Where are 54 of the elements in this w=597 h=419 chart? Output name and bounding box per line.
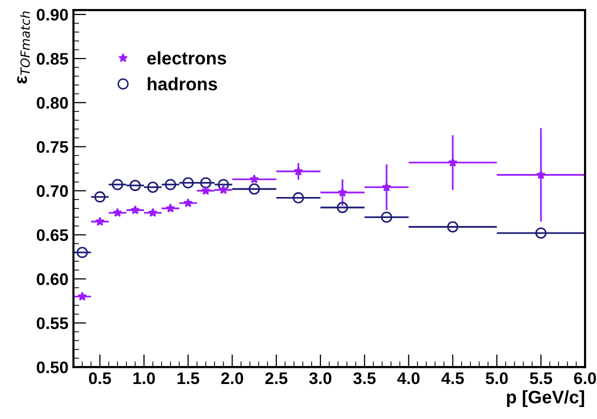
point: [380, 212, 392, 223]
y-tick-label: 0.50: [36, 361, 68, 374]
point: [130, 180, 141, 192]
point: [294, 166, 304, 176]
point: [183, 198, 193, 208]
point: [147, 182, 158, 193]
point: [447, 221, 458, 233]
y-tick-label: 0.75: [36, 141, 68, 153]
point: [182, 177, 194, 188]
point: [95, 216, 105, 226]
point: [336, 202, 348, 214]
point: [218, 184, 228, 194]
y-tick-label: 0.90: [36, 8, 68, 21]
point: [94, 191, 106, 203]
point: [248, 183, 260, 195]
x-tick-label: 6.0: [574, 372, 596, 384]
point: [130, 205, 140, 214]
x-tick-label: 5.0: [486, 372, 508, 384]
point: [250, 174, 259, 184]
x-tick-label: 4.5: [441, 372, 464, 384]
y-tick-label: 0.60: [36, 273, 68, 286]
x-tick-label: 2.5: [265, 372, 288, 384]
point: [536, 170, 546, 180]
x-tick-label: 5.5: [530, 372, 552, 384]
point: [338, 188, 348, 197]
y-tick-label: 0.55: [36, 317, 68, 330]
y-tick-label: 0.85: [36, 52, 68, 65]
x-tick-label: 3.5: [353, 372, 376, 384]
point: [292, 192, 304, 204]
x-tick-label: 0.5: [88, 372, 112, 384]
point: [112, 208, 122, 217]
point: [535, 227, 547, 239]
point: [78, 292, 87, 301]
legend-label: hadrons: [148, 77, 218, 90]
point: [382, 182, 392, 192]
point: [76, 246, 88, 258]
y-tick-label: 0.65: [36, 229, 68, 242]
point: [148, 208, 158, 217]
x-axis-title: p [GeV/c]: [507, 390, 584, 408]
x-tick-label: 1.0: [133, 372, 155, 384]
point: [200, 177, 212, 188]
x-tick-label: 1.5: [178, 372, 200, 384]
point: [166, 203, 176, 213]
point: [448, 158, 458, 167]
y-axis-title: ε$_{TOFmatch}$: [17, 11, 30, 84]
y-tick-label: 0.80: [36, 97, 68, 109]
x-tick-label: 3.0: [309, 372, 332, 384]
x-tick-label: 4.0: [397, 372, 420, 384]
legend-label: electrons: [147, 51, 226, 65]
y-tick-label: 0.70: [36, 185, 68, 197]
x-tick-label: 2.0: [221, 372, 244, 384]
point: [164, 178, 176, 190]
point: [201, 186, 210, 195]
point: [112, 178, 124, 190]
